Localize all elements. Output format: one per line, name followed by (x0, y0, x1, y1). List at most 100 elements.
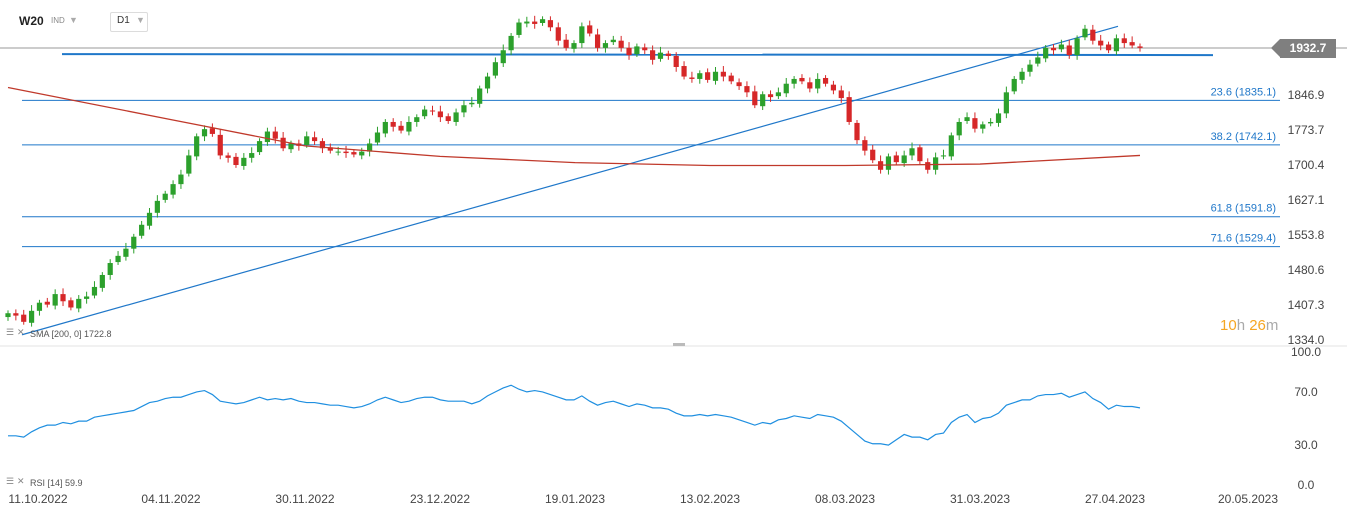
rsi-indicator-label: RSI [14] 59.9 (30, 478, 83, 488)
candle-body (650, 50, 656, 60)
date-axis-label: 30.11.2022 (275, 492, 334, 506)
candle-body (1082, 28, 1088, 38)
candle-body (830, 84, 837, 91)
candle-body (343, 151, 349, 154)
candle-body (563, 39, 569, 48)
candle-body (862, 140, 868, 151)
candle-body (359, 151, 365, 156)
candle-body (13, 313, 19, 316)
candle-body (885, 156, 892, 170)
candle-body (492, 62, 498, 76)
price-axis-label: 1627.1 (1288, 193, 1325, 207)
candle-body (854, 122, 860, 141)
candle-body (1003, 92, 1009, 114)
candle-body (744, 86, 750, 93)
candle-body (406, 121, 412, 132)
candle-body (539, 19, 546, 23)
candle-body (280, 137, 286, 149)
date-axis-label: 20.05.2023 (1218, 492, 1278, 506)
candle-body (264, 131, 271, 143)
candle-body (846, 97, 852, 122)
candle-body (107, 263, 113, 275)
candle-body (484, 76, 491, 89)
chart-settings-icon[interactable]: ☰ (6, 327, 15, 337)
candle-body (68, 300, 74, 308)
chevron-down-icon[interactable]: ▼ (136, 15, 145, 25)
candle-body (1011, 78, 1017, 92)
candle-body (752, 91, 758, 106)
candle-body (587, 25, 593, 34)
candle-body (1043, 47, 1049, 59)
timer-hours-unit: h (1236, 317, 1246, 334)
rsi-axis-label: 30.0 (1294, 438, 1318, 452)
date-axis-label: 23.12.2022 (410, 492, 470, 506)
candle-body (712, 71, 719, 81)
candle-body (367, 143, 373, 152)
candle-body (618, 40, 624, 48)
close-icon[interactable]: ✕ (17, 327, 25, 337)
price-axis-label: 1407.3 (1288, 298, 1325, 312)
candle-body (60, 294, 66, 302)
close-icon[interactable]: ✕ (17, 476, 25, 486)
candle-body (351, 152, 357, 155)
candle-body (532, 21, 538, 24)
candle-body (453, 112, 459, 122)
sma-indicator-label: SMA [200, 0] 1722.8 (30, 329, 112, 339)
candle-body (28, 310, 35, 323)
candle-body (720, 71, 726, 77)
candle-body (508, 35, 514, 51)
chevron-down-icon[interactable]: ▼ (69, 15, 78, 25)
candle-body (689, 77, 695, 79)
timeframe-select[interactable]: D1 ▼ (110, 12, 148, 32)
candle-body (84, 296, 90, 299)
candle-body (728, 75, 734, 82)
candle-body (948, 135, 954, 157)
rsi-axis-label: 100.0 (1291, 345, 1321, 359)
candle-body (736, 82, 742, 87)
candle-body (162, 193, 168, 200)
symbol-name[interactable]: W20 (19, 14, 44, 28)
fibonacci-level-label: 61.8 (1591.8) (1211, 203, 1276, 215)
timer-minutes-unit: m (1265, 317, 1279, 334)
chart-settings-icon[interactable]: ☰ (6, 476, 15, 486)
candle-body (555, 27, 561, 41)
candle-body (634, 46, 640, 55)
candle-body (91, 286, 98, 296)
candle-body (461, 105, 467, 113)
candle-body (500, 50, 506, 64)
candle-body (422, 109, 428, 117)
price-axis-label: 1700.4 (1288, 158, 1325, 172)
candle-body (1066, 45, 1072, 56)
candle-body (1019, 71, 1025, 80)
candle-body (807, 82, 813, 89)
candle-body (760, 94, 766, 107)
fibonacci-level-label: 38.2 (1742.1) (1211, 131, 1276, 143)
sma200-line (7, 86, 1141, 167)
candle-body (398, 125, 404, 131)
last-price-tag: 1932.7 (1271, 39, 1336, 58)
candle-body (1121, 38, 1127, 44)
candle-body (1050, 47, 1057, 51)
date-axis-label: 11.10.2022 (8, 492, 67, 506)
candle-body (1090, 29, 1096, 41)
candle-body (21, 314, 27, 322)
candle-body (964, 117, 970, 122)
candle-body (909, 148, 915, 156)
candle-body (139, 224, 145, 236)
candle-body (1098, 40, 1104, 46)
candle-body (146, 212, 153, 226)
candle-body (657, 52, 664, 59)
pane-resize-handle[interactable] (673, 343, 685, 346)
candle-body (437, 111, 443, 118)
candle-body (1035, 57, 1041, 64)
candle-body (131, 236, 137, 249)
candle-body (256, 141, 263, 153)
candle-body (374, 132, 381, 143)
candle-body (988, 121, 994, 124)
candle-body (335, 151, 341, 153)
candle-body (917, 147, 923, 162)
candle-body (980, 124, 986, 129)
candle-body (5, 313, 11, 318)
candle-body (249, 153, 255, 158)
